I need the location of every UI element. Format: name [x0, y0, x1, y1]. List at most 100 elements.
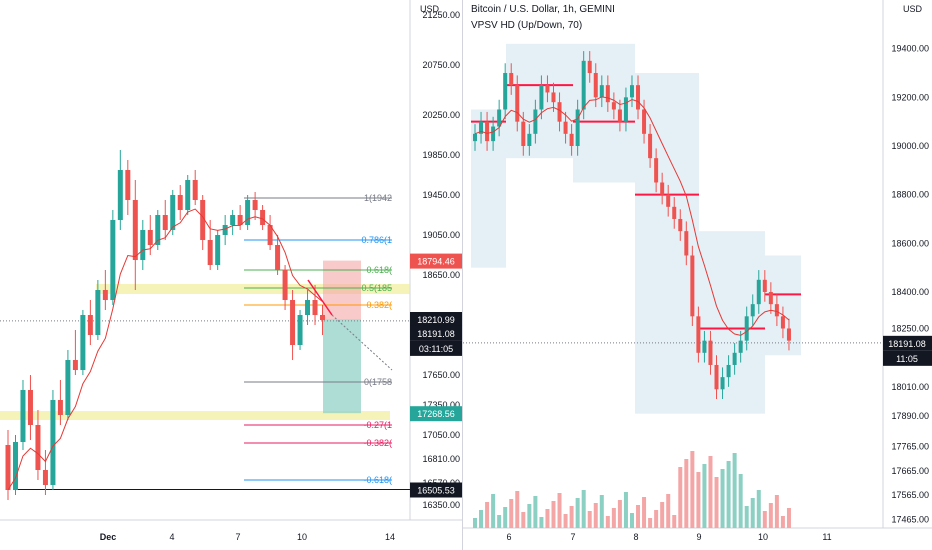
candle-body [654, 158, 659, 183]
candle-body [557, 102, 562, 122]
left-chart-pane[interactable]: 1(1942 0.786(1 0.618(0.5(185 0.382(0(1758 -0… [0, 0, 463, 550]
right-candlestick-chart[interactable]: 19400.00 19200.00 19000.00 18800.00 18600.00… [463, 0, 932, 550]
candle-body [267, 225, 273, 245]
volume-bar [551, 501, 556, 528]
price-tag-label: 11:05 [896, 354, 918, 364]
volume-bar [654, 510, 659, 528]
right-y-tick-label: 17465.00 [891, 514, 929, 524]
right-x-tick-label: 10 [758, 532, 768, 542]
volume-bar [726, 461, 731, 528]
candle-body [756, 279, 761, 305]
candle-body [708, 340, 713, 365]
candle-body [320, 315, 326, 320]
candle-body [282, 270, 288, 300]
candle-body [539, 85, 544, 110]
candle-body [473, 133, 477, 142]
candle-body [132, 200, 138, 260]
price-tag-label: 16505.53 [417, 486, 455, 496]
moving-average-line [474, 96, 790, 336]
candle-body [147, 230, 153, 245]
pane-divider[interactable] [462, 0, 463, 550]
volume-bar [756, 490, 761, 528]
candle-body [230, 215, 236, 225]
candle-body [762, 279, 767, 292]
volume-bar [479, 510, 484, 528]
price-tag-bg [883, 350, 932, 366]
price-tag-label: 18794.46 [417, 257, 455, 267]
volume-bar [720, 469, 725, 528]
volume-bar [774, 495, 779, 528]
candle-body [581, 60, 586, 110]
candle-body [515, 85, 520, 122]
right-y-tick-label: 18250.00 [891, 323, 929, 333]
left-candlestick-chart[interactable]: 1(1942 0.786(1 0.618(0.5(185 0.382(0(1758 -0… [0, 0, 463, 550]
price-tag-bg [410, 340, 463, 356]
candle-body [222, 225, 228, 235]
candle-body [207, 240, 213, 265]
candle-body [690, 255, 695, 317]
candle-body [237, 215, 243, 225]
volume-bar [696, 472, 701, 528]
candle-body [485, 121, 490, 142]
volume-bar [485, 502, 490, 528]
volume-bar [473, 518, 477, 528]
candle-body [569, 133, 574, 146]
left-y-tick-label: 18650.00 [422, 270, 460, 280]
candle-body [72, 360, 78, 370]
candle-body [774, 304, 779, 317]
volume-bar [575, 498, 580, 528]
candle-body [605, 85, 610, 103]
volume-bar [660, 502, 665, 528]
price-tag-bg [410, 406, 463, 422]
candle-body [533, 109, 538, 134]
volume-bar [738, 474, 743, 528]
price-tag-label: 17268.56 [417, 409, 455, 419]
left-unit-label: USD [420, 4, 440, 14]
volume-bar [503, 507, 508, 528]
right-x-tick-label: 9 [696, 532, 701, 542]
left-x-tick-label: 14 [385, 532, 395, 542]
left-y-tick-label: 17350.00 [422, 400, 460, 410]
volume-bar [629, 513, 634, 528]
volume-bar [515, 491, 520, 528]
volume-bar [569, 506, 574, 528]
candle-body [623, 97, 628, 122]
volume-bar [678, 467, 683, 528]
left-y-tick-label: 21250.00 [422, 10, 460, 20]
candle-body [696, 316, 701, 353]
volume-profile-box [699, 231, 765, 414]
volume-bar [605, 516, 610, 528]
volume-bar [636, 505, 641, 528]
volume-bar [732, 453, 737, 528]
candle-body [87, 315, 93, 335]
volume-bar [617, 500, 622, 528]
right-chart-pane[interactable]: 19400.00 19200.00 19000.00 18800.00 18600.00… [463, 0, 932, 550]
volume-bar [557, 493, 562, 528]
candle-body [575, 109, 580, 146]
left-y-tick-label: 19850.00 [422, 150, 460, 160]
candle-body [780, 316, 785, 329]
volume-bar [527, 504, 532, 528]
right-x-tick-label: 6 [506, 532, 511, 542]
candle-body [672, 206, 677, 219]
candle-body [312, 300, 318, 315]
left-x-tick-label: 10 [297, 532, 307, 542]
price-tag-label: 18210.99 [417, 315, 455, 325]
volume-bar [611, 508, 616, 528]
candle-body [521, 121, 526, 146]
volume-bar [521, 512, 526, 528]
volume-bar [599, 495, 604, 528]
right-y-tick-label: 19400.00 [891, 44, 929, 54]
candle-body [509, 72, 514, 86]
fib-label: 0.382( [366, 300, 392, 310]
candle-body [636, 85, 641, 110]
volume-bar [672, 515, 677, 528]
candle-body [629, 85, 634, 98]
candle-body [110, 220, 116, 300]
fib-label: 1(1942 [364, 193, 392, 203]
candle-body [545, 85, 550, 93]
candle-body [660, 182, 665, 195]
fib-label: 0.618( [366, 265, 392, 275]
supply-zone [96, 284, 410, 294]
volume-bar [533, 496, 538, 528]
